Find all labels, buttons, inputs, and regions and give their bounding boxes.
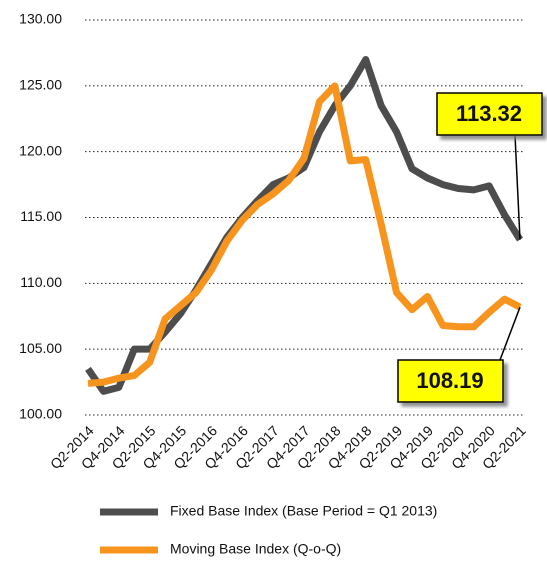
callout-pointer [499, 306, 521, 361]
y-tick-label: 100.00 [19, 406, 62, 422]
y-tick-label: 115.00 [20, 208, 62, 224]
callout-box [397, 359, 504, 403]
y-tick-label: 105.00 [19, 340, 62, 356]
callout-label: 113.32 [456, 101, 522, 126]
y-tick-label: 130.00 [19, 11, 62, 27]
callout-box [436, 92, 543, 136]
callout-label: 108.19 [416, 368, 483, 393]
y-tick-label: 125.00 [19, 77, 62, 93]
callout-pointer [514, 134, 521, 240]
series-line [87, 82, 522, 387]
y-tick-label: 110.00 [20, 274, 62, 290]
y-tick-label: 120.00 [19, 142, 62, 158]
legend-label: Moving Base Index (Q-o-Q) [170, 541, 341, 557]
legend-label: Fixed Base Index (Base Period = Q1 2013) [170, 503, 437, 519]
